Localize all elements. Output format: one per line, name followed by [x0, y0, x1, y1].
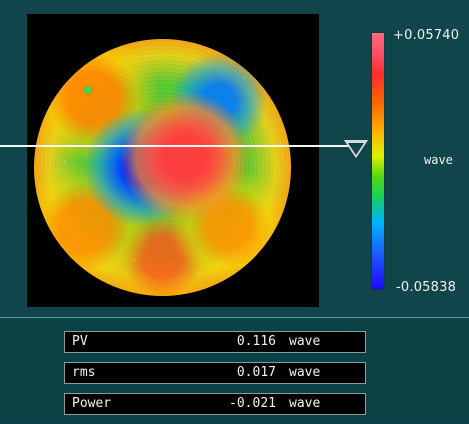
- metric-unit: wave: [289, 396, 321, 411]
- profile-line[interactable]: [0, 145, 360, 147]
- metric-label: rms: [72, 365, 96, 380]
- metric-value: -0.021: [229, 396, 276, 411]
- scale-min-label: -0.05838: [396, 280, 457, 295]
- scale-unit-label: wave: [424, 153, 453, 167]
- surface-map: [34, 39, 291, 296]
- metric-row-pv: PV 0.116 wave: [64, 331, 366, 353]
- scale-max-label: +0.05740: [393, 28, 460, 43]
- metric-row-rms: rms 0.017 wave: [64, 362, 366, 384]
- metric-value: 0.116: [236, 334, 276, 349]
- color-scale-bar: [372, 33, 384, 289]
- metric-unit: wave: [289, 334, 321, 349]
- metric-unit: wave: [289, 365, 321, 380]
- triangle-marker-icon[interactable]: [344, 140, 368, 158]
- metrics-list: PV 0.116 wave rms 0.017 wave Power -0.02…: [64, 331, 366, 424]
- metric-label: Power: [72, 396, 112, 411]
- metric-label: PV: [72, 334, 88, 349]
- metric-value: 0.017: [236, 365, 276, 380]
- metric-row-power: Power -0.021 wave: [64, 393, 366, 415]
- surface-highlight-spot: [84, 86, 92, 94]
